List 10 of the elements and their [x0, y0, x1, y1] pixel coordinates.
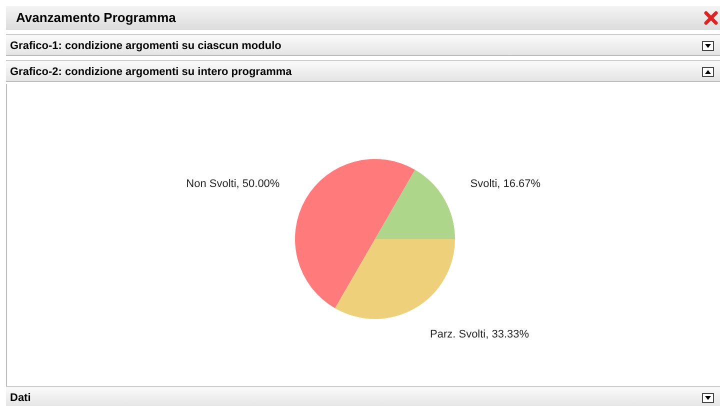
- chart-title: Avanzamento Programma: [6, 6, 720, 30]
- slice-label: Non Svolti, 50.00%: [186, 178, 280, 190]
- text: Grafico-1: condizione argomenti su ciascun modulo: [6, 34, 720, 56]
- slice-label: Svolti, 16.67%: [470, 178, 541, 190]
- text: Dati: [6, 386, 720, 406]
- slice-label: Parz. Svolti, 33.33%: [430, 328, 530, 340]
- pie-slice: [295, 159, 415, 308]
- pie-slice: [335, 239, 455, 319]
- pie-slice: [375, 170, 455, 239]
- chart-subtitle: Grafico-2: condizione argomenti su intero programma: [6, 60, 720, 82]
